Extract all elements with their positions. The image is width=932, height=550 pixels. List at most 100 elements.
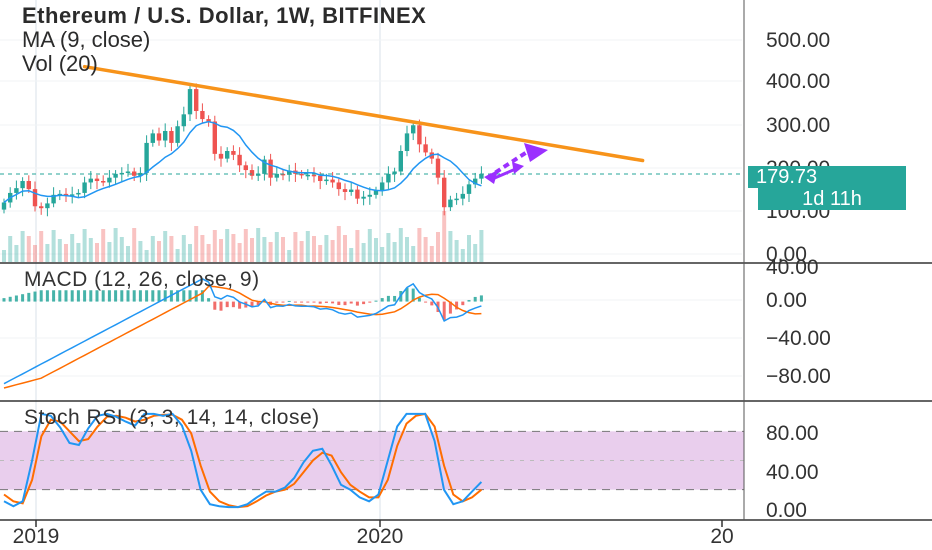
volume-bar (336, 226, 341, 262)
volume-bar (281, 237, 285, 262)
macd-histogram-bar (101, 290, 105, 302)
projection-arrows (484, 143, 548, 184)
candle-body (187, 89, 193, 115)
macd-histogram-bar (393, 295, 397, 302)
volume-bar (219, 239, 223, 262)
candle-body (460, 193, 465, 199)
time-tick-label: 2020 (357, 525, 404, 548)
candle-body (181, 114, 186, 127)
candle-body (262, 159, 267, 174)
macd-histogram-bar (188, 290, 192, 302)
candle-body (448, 199, 453, 208)
volume-bar (225, 229, 230, 262)
macd-histogram-bar (312, 301, 316, 303)
candle-body (367, 194, 372, 197)
macd-histogram-bar (231, 301, 235, 308)
volume-bar (138, 241, 143, 262)
volume-bar (163, 231, 168, 262)
volume-bar (405, 237, 409, 262)
volume-bar (392, 242, 397, 262)
volume-bar (355, 230, 360, 262)
macd-histogram-bar (145, 290, 149, 302)
volume-bar (82, 229, 87, 262)
candle-body (76, 192, 81, 195)
candle-body (231, 151, 236, 155)
volume-bar (287, 250, 292, 262)
macd-histogram-bar (306, 301, 310, 303)
candle-body (411, 125, 416, 134)
volume-bar (436, 232, 440, 262)
volume-bar (367, 229, 372, 262)
macd-histogram-bar (76, 290, 80, 302)
volume-bar (262, 237, 267, 262)
macd-histogram-bar (207, 298, 211, 302)
macd-pane-label: MACD (12, 26, close, 9) (24, 268, 260, 291)
candle-body (156, 133, 162, 141)
volume-bar (460, 249, 465, 262)
macd-histogram-bar (275, 301, 279, 303)
candle-body (194, 89, 199, 111)
macd-histogram-bar (331, 301, 335, 304)
volume-bar (268, 242, 273, 262)
macd-histogram-bar (58, 290, 62, 302)
candle-body (225, 151, 230, 159)
macd-histogram-bar (293, 301, 297, 303)
macd-histogram-bar (132, 290, 136, 302)
candle-body (101, 181, 106, 183)
resistance-trendline (82, 64, 645, 163)
macd-histogram-bar (262, 299, 266, 302)
macd-histogram-bar (163, 290, 167, 302)
candle-body (336, 182, 341, 190)
macd-histogram-bar (33, 291, 37, 302)
volume-bar (417, 228, 422, 262)
macd-histogram-bar (8, 296, 12, 302)
volume-bar (467, 235, 471, 262)
candle-body (256, 173, 261, 176)
candle-body (132, 171, 137, 176)
volume-bar (169, 236, 174, 262)
candle-body (88, 178, 93, 183)
candle-body (355, 189, 360, 199)
candle-body (404, 133, 410, 152)
candle-body (479, 173, 484, 179)
macd-series (2, 278, 483, 389)
volume-bar (237, 243, 242, 262)
volume-bar (150, 236, 155, 262)
candle-body (305, 174, 310, 177)
volume-bar (119, 237, 124, 262)
stoch-tick-label: 40.00 (766, 461, 819, 484)
volume-bar (386, 233, 391, 262)
volume-bar (305, 231, 310, 262)
candle-body (398, 151, 403, 172)
macd-histogram-bar (200, 290, 204, 302)
volume-bar (101, 229, 106, 262)
macd-histogram-bar (455, 301, 459, 310)
macd-tick-label: −80.00 (766, 365, 831, 388)
volume-bar (33, 245, 37, 262)
arrow-head-down (512, 162, 524, 174)
volume-bar (39, 231, 44, 262)
price-tick-label: 500.00 (766, 29, 830, 52)
ma-line (3, 120, 482, 204)
candle-body (392, 171, 397, 174)
candle-body (249, 170, 255, 176)
macd-histogram-bar (95, 290, 99, 302)
macd-histogram-bar (250, 301, 254, 307)
axes (0, 0, 932, 521)
macd-histogram-bar (337, 301, 341, 306)
volume-bar (429, 246, 434, 262)
candle-body (125, 171, 131, 173)
projection-arrow-down (489, 166, 519, 182)
macd-histogram-bar (256, 301, 260, 306)
candle-body (138, 172, 143, 176)
macd-line (3, 278, 482, 385)
volume-bar (157, 241, 161, 262)
macd-signal-line (3, 285, 482, 389)
candle-body (324, 179, 329, 182)
macd-histogram-bar (114, 290, 118, 302)
volume-bar (26, 236, 31, 262)
volume-bar (76, 243, 81, 262)
candle-body (39, 206, 44, 209)
volume-bar (144, 250, 149, 262)
volume-bar (2, 250, 6, 262)
